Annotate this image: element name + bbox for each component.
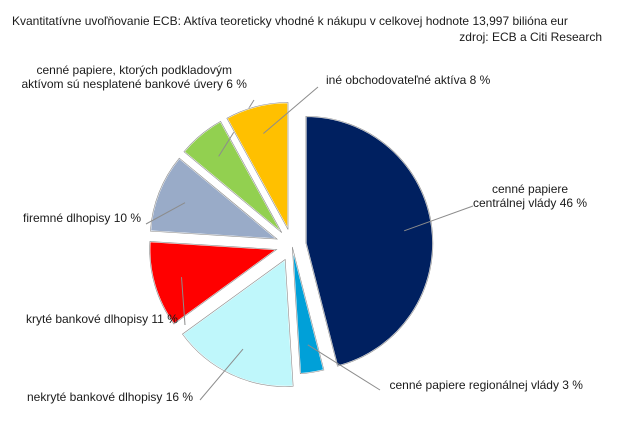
leader-line-4 bbox=[145, 202, 186, 225]
slice-label-line1: firemné dlhopisy 10 % bbox=[23, 211, 142, 225]
pie-slice-outline-1 bbox=[292, 246, 325, 375]
slice-label-3: kryté bankové dlhopisy 11 % bbox=[26, 312, 178, 326]
leader-line-3 bbox=[181, 277, 186, 326]
slice-label-line1: cenné papiere bbox=[492, 182, 569, 196]
chart-title: Kvantitatívne uvoľňovanie ECB: Aktíva te… bbox=[12, 14, 568, 28]
slice-label-2: nekryté bankové dlhopisy 16 % bbox=[27, 390, 193, 404]
slice-label-4: firemné dlhopisy 10 % bbox=[23, 211, 141, 225]
slice-label-line1: kryté bankové dlhopisy 11 % bbox=[26, 312, 178, 326]
pie-slice-outline-0 bbox=[305, 115, 434, 367]
slice-label-line2: centrálnej vlády 46 % bbox=[473, 196, 588, 210]
slice-label-line1: cenné papiere regionálnej vlády 3 % bbox=[389, 378, 583, 392]
pie-slice-outline-3 bbox=[149, 241, 278, 325]
leader-line-2 bbox=[199, 348, 244, 401]
slice-label-line2: aktívom sú nesplatené bankové úvery 6 % bbox=[21, 77, 247, 91]
leader-line-0 bbox=[403, 205, 474, 232]
slice-label-0: cenné papiere centrálnej vlády 46 % bbox=[473, 182, 587, 210]
pie-slice-0 bbox=[305, 115, 434, 368]
leader-line-1 bbox=[307, 344, 381, 391]
slice-label-line1: iné obchodovateľné aktíva 8 % bbox=[326, 73, 491, 87]
pie-slice-outline-5 bbox=[183, 120, 283, 233]
slice-label-1: cenné papiere regionálnej vlády 3 % bbox=[390, 378, 583, 392]
slice-label-line1: nekryté bankové dlhopisy 16 % bbox=[27, 390, 194, 404]
pie-slice-outline-4 bbox=[150, 157, 279, 240]
pie-slice-outline-6 bbox=[226, 102, 289, 230]
slice-label-6: iné obchodovateľné aktíva 8 % bbox=[326, 73, 490, 87]
leader-line-6 bbox=[263, 86, 319, 134]
slice-label-line1: cenné papiere, ktorých podkladovým bbox=[36, 63, 232, 77]
slice-label-5: cenné papiere, ktorých podkladovým aktívo… bbox=[22, 63, 247, 91]
chart-source: zdroj: ECB a Citi Research bbox=[459, 30, 602, 44]
pie-slice-outline-2 bbox=[182, 258, 294, 387]
